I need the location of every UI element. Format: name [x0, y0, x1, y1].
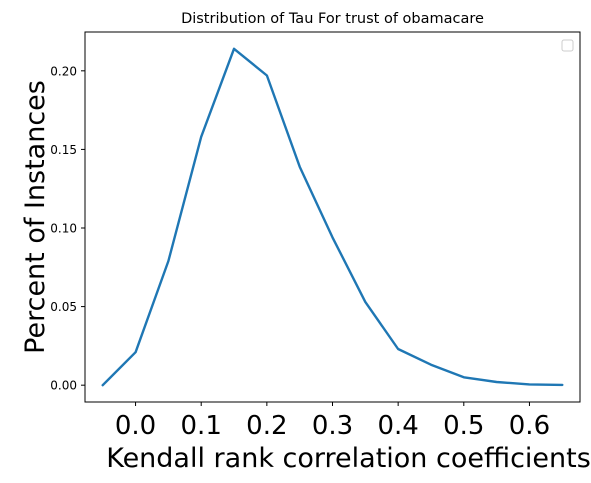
- x-tick-label: 0.1: [181, 411, 222, 441]
- x-tick-label: 0.2: [246, 411, 287, 441]
- legend: [561, 39, 574, 52]
- y-tick-label: 0.00: [50, 379, 77, 393]
- x-axis: 0.0 0.1 0.2 0.3 0.4 0.5 0.6: [115, 402, 550, 441]
- y-tick-label: 0.15: [50, 143, 77, 157]
- y-tick-label: 0.20: [50, 64, 77, 78]
- x-tick-label: 0.6: [509, 411, 550, 441]
- y-tick-label: 0.10: [50, 222, 77, 236]
- plot-area: [84, 31, 581, 403]
- series-line: [101, 47, 564, 387]
- x-axis-label: Kendall rank correlation coefficients: [106, 443, 591, 474]
- y-axis: 0.00 0.05 0.10 0.15 0.20: [50, 64, 85, 393]
- x-tick-label: 0.3: [312, 411, 353, 441]
- x-tick-label: 0.4: [377, 411, 418, 441]
- data-points: [102, 48, 563, 386]
- y-axis-label: Percent of Instances: [20, 80, 51, 354]
- y-tick-label: 0.05: [50, 300, 77, 314]
- chart-title: Distribution of Tau For trust of obamaca…: [181, 11, 484, 27]
- x-tick-label: 0.0: [115, 411, 156, 441]
- x-tick-label: 0.5: [443, 411, 484, 441]
